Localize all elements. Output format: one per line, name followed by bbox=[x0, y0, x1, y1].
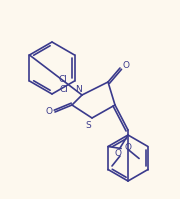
Text: O: O bbox=[124, 143, 131, 152]
Text: O: O bbox=[123, 60, 129, 69]
Text: Cl: Cl bbox=[59, 85, 68, 94]
Text: O: O bbox=[46, 107, 53, 116]
Text: Cl: Cl bbox=[59, 74, 68, 84]
Text: N: N bbox=[76, 85, 82, 94]
Text: O: O bbox=[114, 148, 122, 157]
Text: S: S bbox=[85, 121, 91, 130]
